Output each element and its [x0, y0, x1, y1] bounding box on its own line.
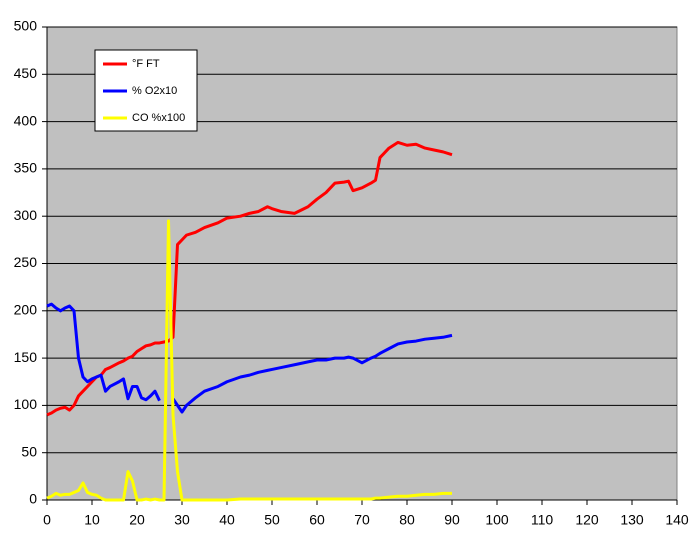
y-tick-label: 50	[21, 443, 37, 459]
legend-label: % O2x10	[132, 85, 177, 97]
x-tick-label: 80	[399, 512, 415, 528]
x-tick-label: 0	[43, 512, 51, 528]
series-line	[171, 333, 453, 414]
x-tick-label: 140	[665, 512, 689, 528]
x-tick-label: 10	[84, 512, 100, 528]
y-tick-label: 150	[14, 349, 38, 365]
y-tick-label: 250	[14, 254, 38, 270]
series-line	[46, 140, 453, 417]
legend-label: °F FT	[132, 58, 160, 70]
y-tick-label: 450	[14, 65, 38, 81]
y-tick-label: 300	[14, 207, 38, 223]
x-tick-label: 30	[174, 512, 190, 528]
x-tick-label: 20	[129, 512, 145, 528]
y-tick-label: 200	[14, 302, 38, 318]
y-tick-label: 400	[14, 112, 38, 128]
x-tick-label: 40	[219, 512, 235, 528]
x-tick-label: 110	[531, 512, 554, 528]
x-tick-label: 50	[264, 512, 280, 528]
y-tick-label: 0	[29, 491, 37, 507]
series-line	[46, 219, 452, 502]
y-tick-label: 350	[14, 160, 38, 176]
x-tick-label: 60	[309, 512, 325, 528]
series-line	[46, 302, 161, 402]
x-tick-label: 100	[485, 512, 509, 528]
x-tick-label: 90	[444, 512, 460, 528]
x-tick-label: 120	[575, 512, 599, 528]
y-tick-label: 100	[14, 396, 38, 412]
x-tick-label: 70	[354, 512, 370, 528]
y-tick-label: 500	[14, 18, 38, 34]
legend: °F FT % O2x10 CO %x100	[94, 49, 198, 132]
x-tick-label: 130	[620, 512, 644, 528]
legend-label: CO %x100	[132, 112, 185, 124]
